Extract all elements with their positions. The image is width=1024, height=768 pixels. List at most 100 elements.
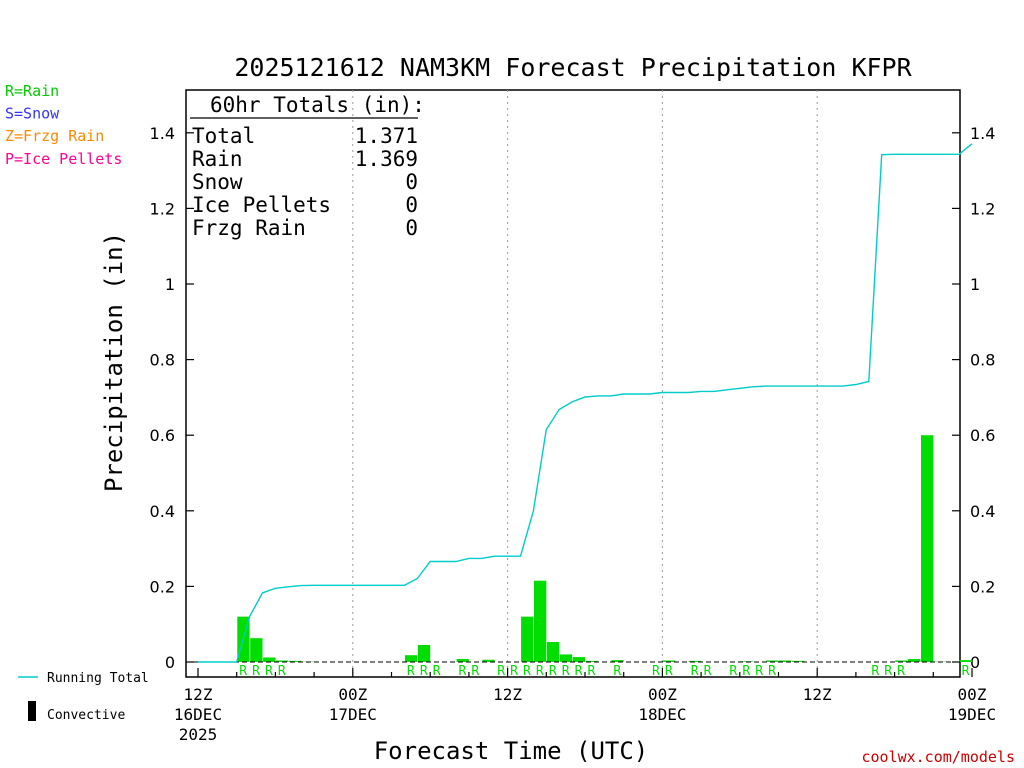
totals-value-3: 0: [405, 193, 418, 217]
credit-text: coolwx.com/models: [861, 748, 1015, 766]
type-label-28: R: [549, 664, 557, 679]
precip-bar-31: [585, 660, 598, 662]
x-tick-label-0-1: 16DEC: [174, 705, 222, 724]
type-label-33: R: [613, 664, 621, 679]
type-label-5: R: [252, 664, 260, 679]
type-label-26: R: [523, 664, 531, 679]
y-axis-right: 0 0.2 0.4 0.6 0.8 1 1.2 1.4: [952, 124, 995, 672]
y-tick-label-right-4: 0.8: [970, 351, 995, 370]
precip-bar-33: [611, 660, 624, 662]
precip-bar-46: [779, 660, 792, 662]
type-label-22: R: [471, 664, 479, 679]
totals-box: 60hr Totals (in): Total 1.371 Rain 1.369 Snow…: [190, 93, 425, 240]
precip-bar-27: [534, 580, 547, 662]
y-tick-label-right-5: 1: [970, 275, 980, 294]
legend-convective-label: Convective: [47, 708, 125, 723]
y-tick-label-left-4: 0.8: [150, 351, 175, 370]
totals-label-1: Rain: [192, 147, 243, 171]
type-label-17: R: [407, 664, 415, 679]
type-label-6: R: [265, 664, 273, 679]
totals-value-0: 1.371: [355, 124, 418, 148]
type-label-39: R: [691, 664, 699, 679]
y-tick-label-right-2: 0.4: [970, 502, 995, 521]
precip-bar-5: [250, 638, 263, 662]
precip-bar-21: [456, 658, 469, 662]
precip-bar-6: [263, 657, 276, 662]
precip-bar-18: [417, 644, 431, 662]
precip-bar-60: [959, 660, 972, 662]
type-label-29: R: [562, 664, 570, 679]
type-label-54: R: [884, 664, 892, 679]
precip-bar-7: [276, 660, 289, 662]
type-label-37: R: [665, 664, 673, 679]
y-tick-label-right-1: 0.2: [970, 577, 995, 596]
precip-bar-30: [572, 657, 585, 662]
totals-label-4: Frzg Rain: [192, 216, 306, 240]
x-tick-label-0-0: 12Z: [184, 685, 213, 704]
precip-type-legend: R=Rain S=Snow Z=Frzg Rain P=Ice Pellets: [5, 82, 122, 168]
type-label-25: R: [510, 664, 518, 679]
precip-bar-23: [482, 659, 495, 662]
y-axis-label: Precipitation (in): [100, 232, 128, 492]
y-tick-label-right-0: 0: [970, 653, 980, 672]
type-label-55: R: [897, 664, 905, 679]
y-tick-label-left-3: 0.6: [150, 426, 175, 445]
precip-bar-37: [663, 660, 676, 662]
precip-bar-17: [405, 655, 418, 662]
type-label-19: R: [433, 664, 441, 679]
totals-header: 60hr Totals (in):: [210, 93, 425, 117]
x-axis-label: Forecast Time (UTC): [374, 737, 649, 765]
precip-bar-45: [766, 660, 779, 662]
totals-label-3: Ice Pellets: [192, 193, 331, 217]
type-label-4: R: [239, 664, 247, 679]
plot-frame: [185, 89, 961, 678]
precip-bar-57: [921, 435, 934, 662]
type-label-44: R: [755, 664, 763, 679]
y-tick-label-right-6: 1.2: [970, 199, 995, 218]
y-tick-label-left-6: 1.2: [150, 199, 175, 218]
type-label-21: R: [459, 664, 467, 679]
grid-lines: [352, 90, 818, 677]
precip-bar-26: [521, 616, 534, 662]
x-tick-label-3-1: 18DEC: [638, 705, 686, 724]
precip-bars: [237, 435, 972, 662]
y-tick-label-right-3: 0.6: [970, 426, 995, 445]
x-tick-label-5-1: 19DEC: [948, 705, 996, 724]
legend-item-3: P=Ice Pellets: [5, 150, 122, 168]
type-label-42: R: [729, 664, 737, 679]
x-tick-label-3-0: 00Z: [648, 685, 677, 704]
precip-bar-55: [895, 660, 908, 662]
legend-item-2: Z=Frzg Rain: [5, 127, 104, 145]
precip-bar-47: [792, 660, 805, 662]
running-total-line: [198, 143, 973, 663]
y-tick-label-left-1: 0.2: [150, 577, 175, 596]
type-label-36: R: [652, 664, 660, 679]
type-label-31: R: [588, 664, 596, 679]
precip-bar-56: [908, 658, 921, 662]
chart-title: 2025121612 NAM3KM Forecast Precipitation…: [234, 53, 912, 82]
type-label-40: R: [704, 664, 712, 679]
type-label-30: R: [575, 664, 583, 679]
type-label-27: R: [536, 664, 544, 679]
precip-bar-28: [546, 641, 560, 662]
x-tick-label-0-2: 2025: [179, 725, 218, 744]
legend-item-1: S=Snow: [5, 105, 60, 123]
legend-convective-swatch: [28, 701, 36, 721]
y-tick-label-left-5: 1: [165, 275, 175, 294]
type-label-60: R: [962, 664, 970, 679]
y-tick-label-left-0: 0: [165, 653, 175, 672]
x-tick-label-1-1: 17DEC: [329, 705, 377, 724]
type-label-24: R: [497, 664, 505, 679]
totals-value-1: 1.369: [355, 147, 418, 171]
totals-label-0: Total: [192, 124, 255, 148]
precip-bar-8: [288, 660, 302, 662]
x-tick-label-5-0: 00Z: [958, 685, 987, 704]
y-tick-label-right-7: 1.4: [970, 124, 995, 143]
bottom-legend: Running Total Convective: [18, 671, 149, 723]
legend-item-0: R=Rain: [5, 82, 59, 100]
totals-value-2: 0: [405, 170, 418, 194]
x-tick-label-4-0: 12Z: [803, 685, 832, 704]
